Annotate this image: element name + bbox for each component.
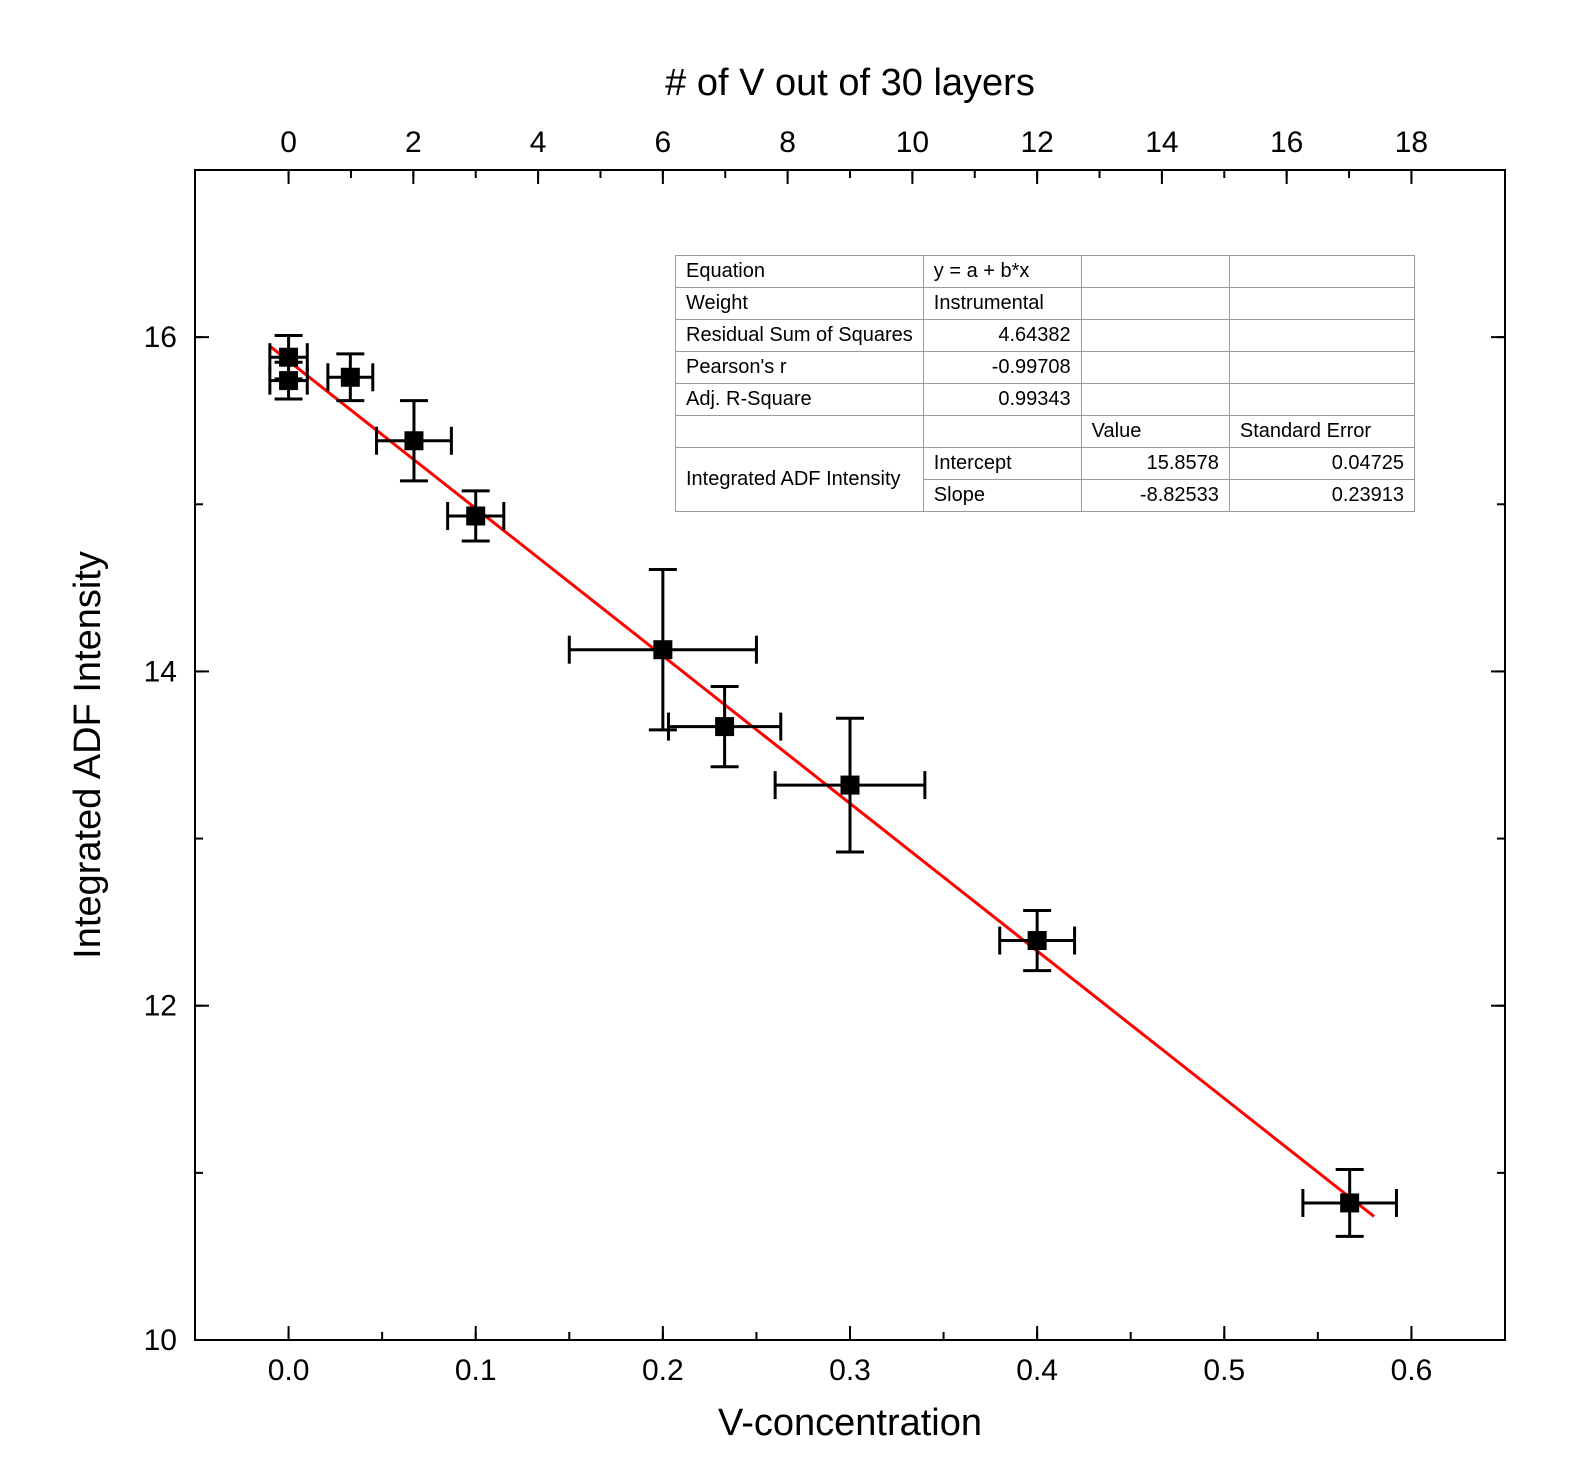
data-point bbox=[1028, 932, 1046, 950]
x-top-tick-label: 10 bbox=[896, 126, 929, 159]
fit-results-table: Equationy = a + b*xWeightInstrumentalRes… bbox=[675, 255, 1415, 512]
fit-table-cell: Residual Sum of Squares bbox=[676, 320, 924, 352]
fit-table-cell: -0.99708 bbox=[923, 352, 1081, 384]
x-top-axis-title: # of V out of 30 layers bbox=[665, 62, 1035, 104]
y-tick-label: 12 bbox=[144, 990, 177, 1023]
y-tick-label: 10 bbox=[144, 1324, 177, 1357]
x-top-tick-label: 12 bbox=[1020, 126, 1053, 159]
fit-table-cell: -8.82533 bbox=[1081, 480, 1229, 512]
fit-table-cell: Instrumental bbox=[923, 288, 1081, 320]
fit-table-cell: Weight bbox=[676, 288, 924, 320]
fit-table-cell: Intercept bbox=[923, 448, 1081, 480]
fit-table-cell: Integrated ADF Intensity bbox=[676, 448, 924, 512]
x-bottom-tick-label: 0.4 bbox=[1016, 1354, 1058, 1387]
fit-table-cell bbox=[1229, 352, 1414, 384]
data-point bbox=[280, 372, 298, 390]
fit-table-cell: 15.8578 bbox=[1081, 448, 1229, 480]
fit-table-cell: Equation bbox=[676, 256, 924, 288]
data-point bbox=[1341, 1194, 1359, 1212]
fit-table-cell: 0.04725 bbox=[1229, 448, 1414, 480]
data-point bbox=[716, 718, 734, 736]
x-bottom-tick-label: 0.0 bbox=[268, 1354, 310, 1387]
y-axis-title: Integrated ADF Intensity bbox=[67, 551, 109, 959]
fit-table-cell bbox=[1229, 288, 1414, 320]
fit-table-cell bbox=[1081, 256, 1229, 288]
fit-table-cell: 0.99343 bbox=[923, 384, 1081, 416]
x-bottom-tick-label: 0.1 bbox=[455, 1354, 497, 1387]
x-top-tick-label: 0 bbox=[280, 126, 297, 159]
x-bottom-tick-label: 0.2 bbox=[642, 1354, 684, 1387]
data-point bbox=[341, 368, 359, 386]
x-bottom-tick-label: 0.6 bbox=[1391, 1354, 1433, 1387]
fit-table-cell: Slope bbox=[923, 480, 1081, 512]
fit-table-cell bbox=[1081, 320, 1229, 352]
fit-table-cell: y = a + b*x bbox=[923, 256, 1081, 288]
fit-table-cell bbox=[676, 416, 924, 448]
fit-table-cell bbox=[1081, 352, 1229, 384]
fit-table-cell bbox=[1081, 384, 1229, 416]
fit-table-cell: Pearson's r bbox=[676, 352, 924, 384]
x-top-tick-label: 2 bbox=[405, 126, 422, 159]
fit-table-cell bbox=[1229, 384, 1414, 416]
x-top-tick-label: 6 bbox=[655, 126, 672, 159]
fit-table-cell: 4.64382 bbox=[923, 320, 1081, 352]
fit-table-cell: Standard Error bbox=[1229, 416, 1414, 448]
fit-table-cell: Value bbox=[1081, 416, 1229, 448]
fit-table-cell bbox=[1229, 256, 1414, 288]
x-bottom-axis-title: V-concentration bbox=[718, 1402, 982, 1444]
chart-container: 0.0 0.1 0.2 0.3 0.4 0.5 0.6 V-concentration 0 2 4 6… bbox=[0, 0, 1595, 1483]
y-tick-label: 16 bbox=[144, 321, 177, 354]
x-bottom-tick-label: 0.5 bbox=[1203, 1354, 1245, 1387]
fit-table-cell bbox=[1081, 288, 1229, 320]
x-bottom-tick-label: 0.3 bbox=[829, 1354, 871, 1387]
y-tick-label: 14 bbox=[144, 655, 177, 688]
x-top-tick-label: 4 bbox=[530, 126, 547, 159]
data-point bbox=[841, 776, 859, 794]
x-top-tick-label: 8 bbox=[779, 126, 796, 159]
fit-table-cell: Adj. R-Square bbox=[676, 384, 924, 416]
data-point bbox=[467, 507, 485, 525]
fit-table-cell: 0.23913 bbox=[1229, 480, 1414, 512]
fit-table-cell bbox=[923, 416, 1081, 448]
x-top-tick-label: 18 bbox=[1395, 126, 1428, 159]
fit-table-cell bbox=[1229, 320, 1414, 352]
data-point bbox=[405, 432, 423, 450]
data-point bbox=[654, 641, 672, 659]
x-top-tick-label: 16 bbox=[1270, 126, 1303, 159]
scatter-chart: 0.0 0.1 0.2 0.3 0.4 0.5 0.6 V-concentration 0 2 4 6… bbox=[0, 0, 1595, 1483]
x-top-tick-label: 14 bbox=[1145, 126, 1178, 159]
